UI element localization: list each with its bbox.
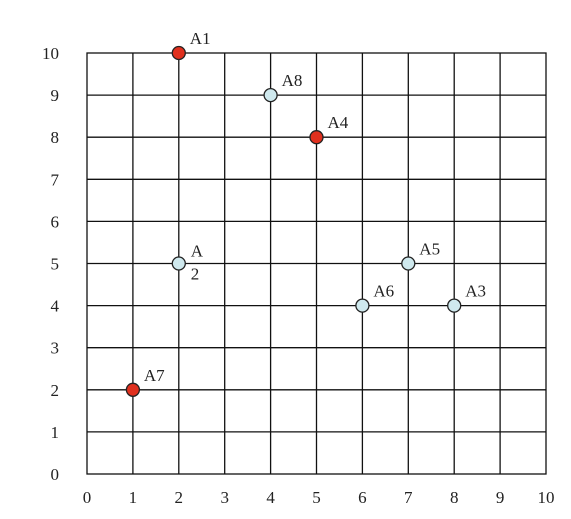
point-label: A7 bbox=[144, 366, 165, 385]
x-tick-label: 8 bbox=[450, 488, 459, 507]
y-tick-label: 4 bbox=[51, 297, 60, 316]
y-tick-label: 3 bbox=[51, 339, 60, 358]
point-label: A4 bbox=[328, 113, 349, 132]
point-label: A8 bbox=[282, 71, 303, 90]
point-label: A6 bbox=[373, 282, 394, 301]
data-point bbox=[125, 382, 141, 397]
x-tick-label: 2 bbox=[175, 488, 184, 507]
point-label: A3 bbox=[465, 282, 486, 301]
x-tick-label: 5 bbox=[312, 488, 321, 507]
point-labels: A1 A8 A4 A 2 A5 A6 A3 A7 bbox=[144, 29, 486, 385]
data-point bbox=[171, 45, 186, 61]
y-tick-label: 0 bbox=[51, 465, 60, 484]
y-tick-label: 10 bbox=[42, 44, 59, 63]
x-tick-label: 4 bbox=[266, 488, 275, 507]
data-point bbox=[309, 130, 324, 145]
y-tick-label: 8 bbox=[51, 128, 60, 147]
y-tick-label: 5 bbox=[51, 255, 60, 274]
grid bbox=[86, 52, 547, 475]
y-tick-label: 9 bbox=[51, 86, 60, 105]
data-point bbox=[401, 256, 416, 271]
point-label: A5 bbox=[419, 240, 440, 259]
x-tick-label: 1 bbox=[129, 488, 138, 507]
data-point bbox=[171, 256, 186, 271]
data-point bbox=[355, 298, 370, 313]
x-tick-label: 6 bbox=[358, 488, 367, 507]
x-tick-label: 7 bbox=[404, 488, 413, 507]
axis-tick-labels: 0 1 2 3 4 5 6 7 8 9 10 0 1 2 3 4 5 6 7 8 9 10 bbox=[42, 44, 555, 507]
y-tick-label: 2 bbox=[51, 381, 60, 400]
y-tick-label: 6 bbox=[51, 212, 60, 231]
x-tick-label: 10 bbox=[538, 488, 555, 507]
data-points bbox=[125, 45, 462, 397]
y-tick-label: 1 bbox=[51, 423, 60, 442]
x-tick-label: 9 bbox=[496, 488, 505, 507]
point-label: A1 bbox=[190, 29, 211, 48]
plot-frame bbox=[86, 52, 547, 475]
data-point bbox=[263, 87, 278, 103]
y-tick-label: 7 bbox=[51, 170, 60, 189]
x-tick-label: 3 bbox=[220, 488, 229, 507]
x-tick-label: 0 bbox=[83, 488, 92, 507]
data-point bbox=[447, 298, 462, 313]
